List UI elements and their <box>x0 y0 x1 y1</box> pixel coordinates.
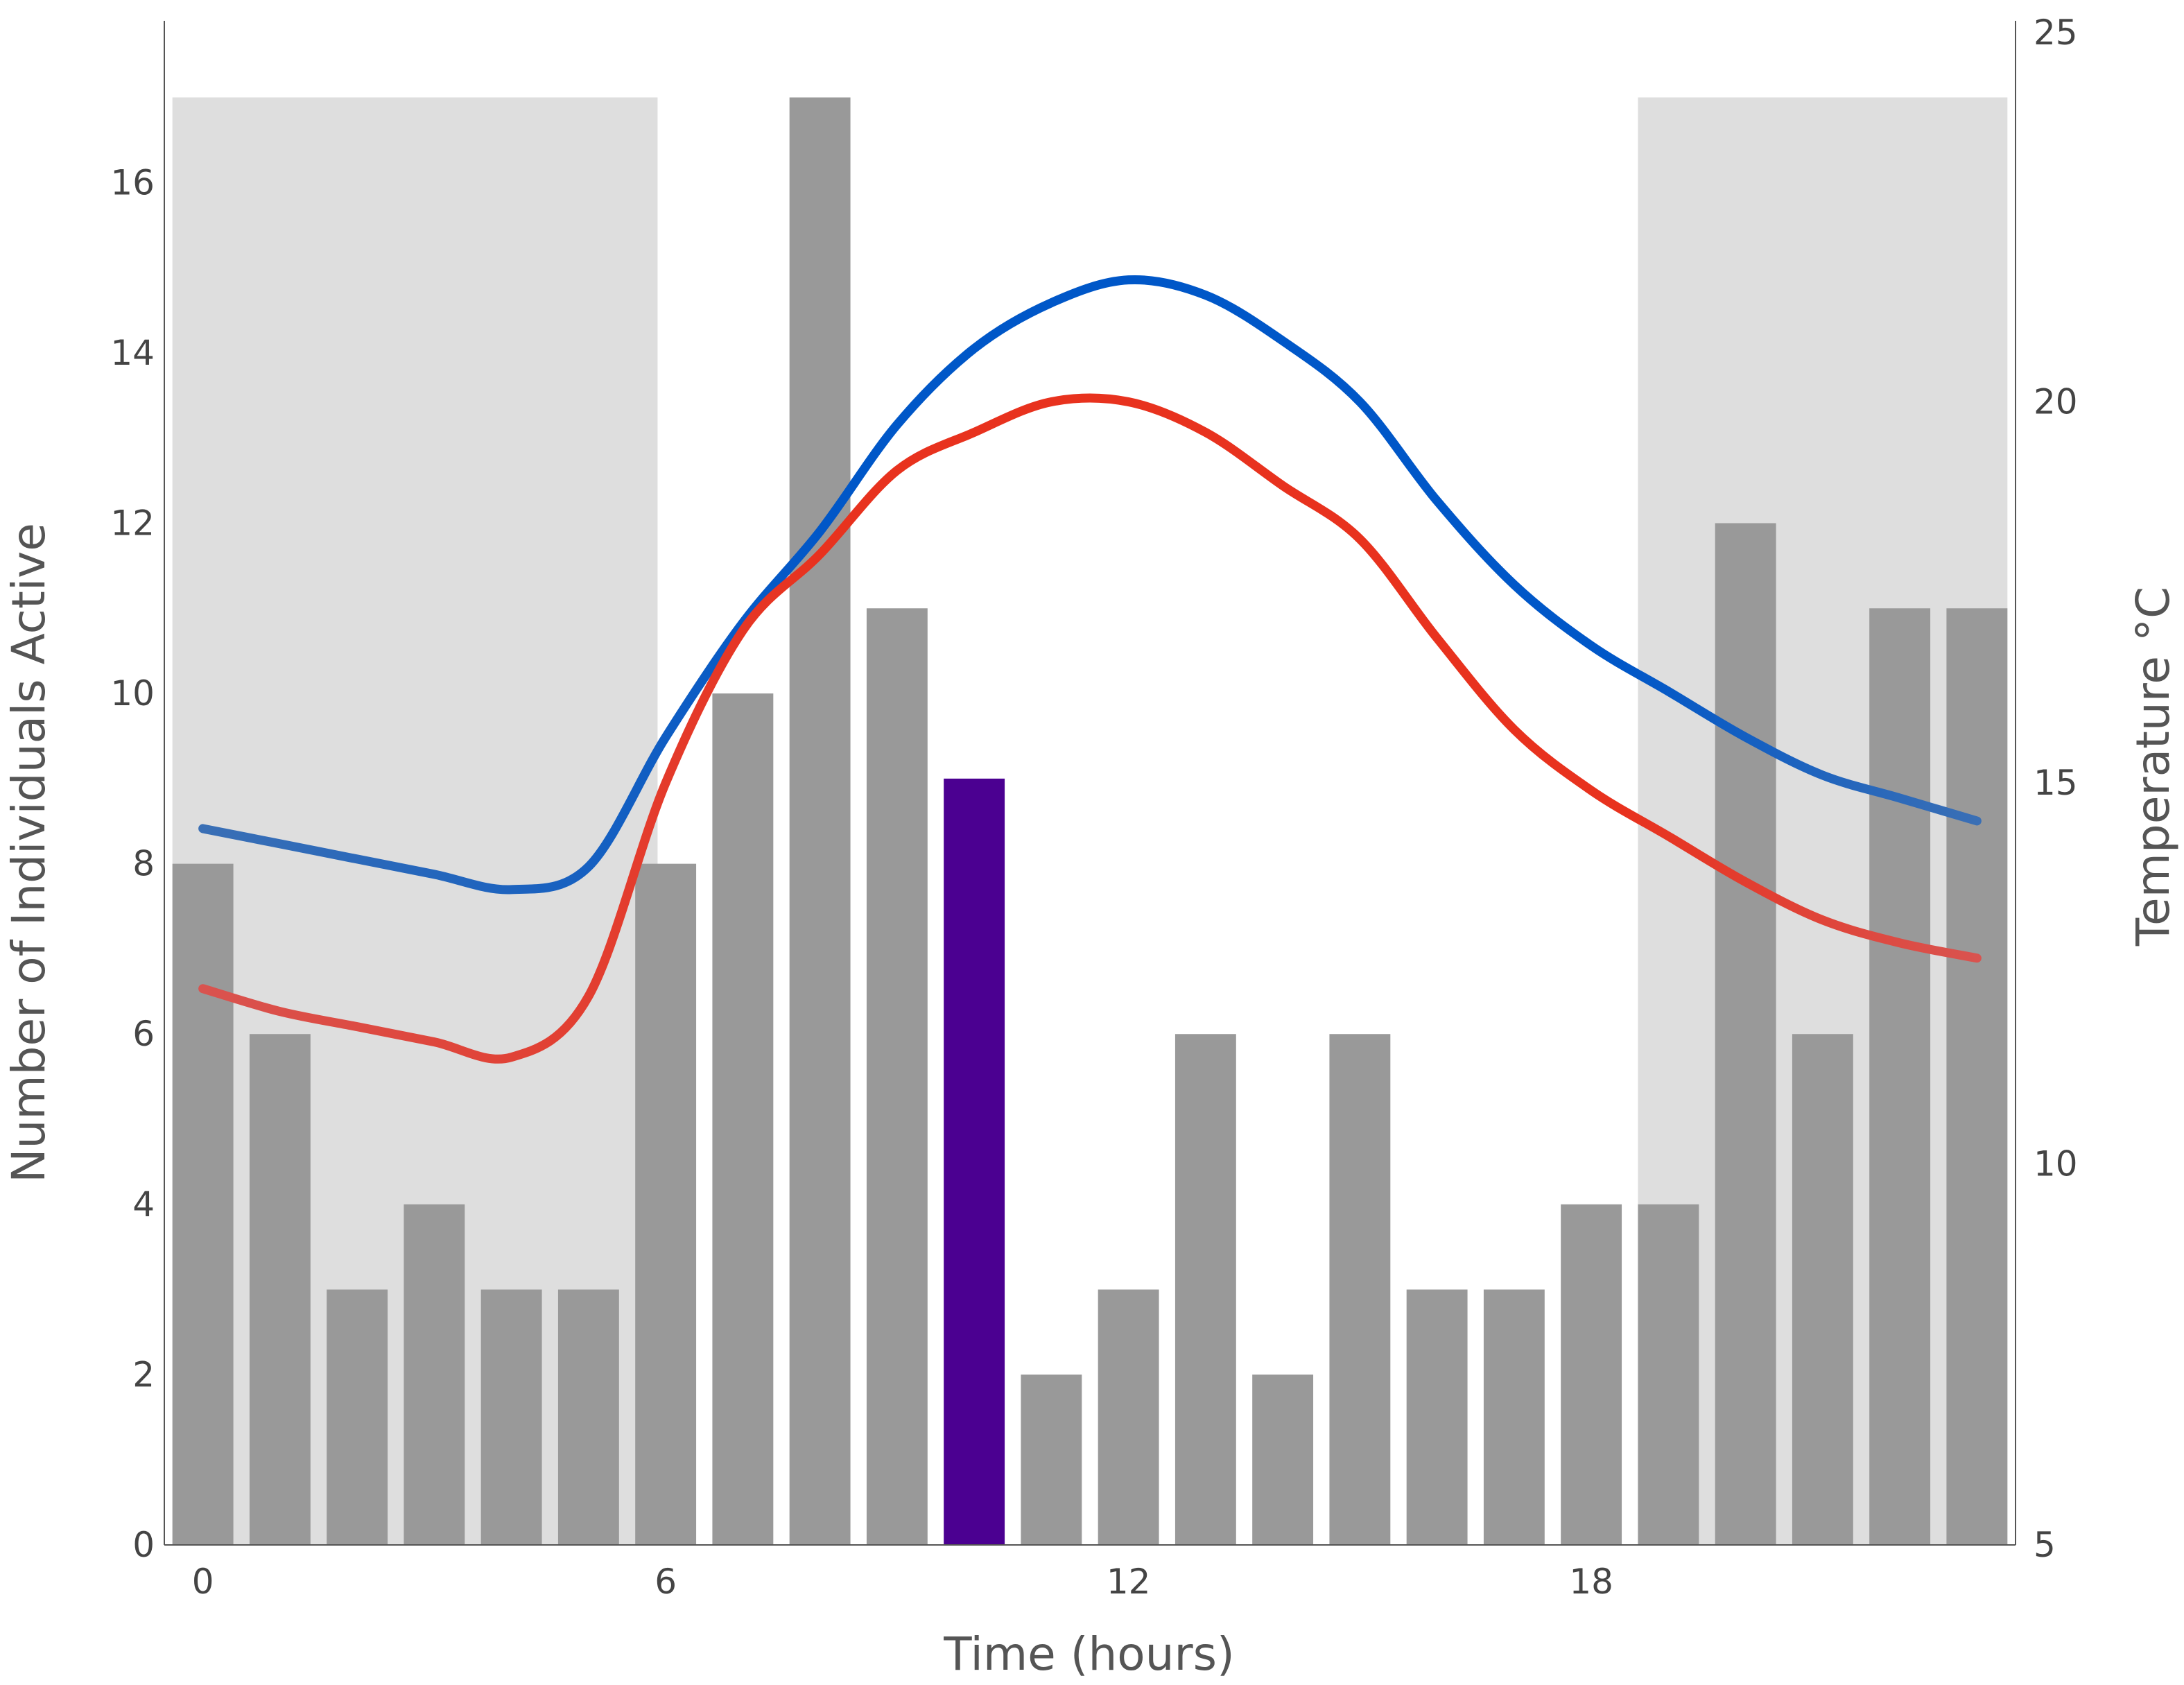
x-tick-label: 18 <box>1569 1562 1613 1602</box>
y-tick-label: 14 <box>110 333 155 373</box>
activity-bar <box>1483 1289 1545 1545</box>
activity-bar <box>404 1204 465 1545</box>
activity-bar <box>249 1034 311 1545</box>
y2-axis-title: Temperature °C <box>2126 587 2180 947</box>
temperature-lines <box>198 275 1982 1064</box>
y-tick-label: 10 <box>110 673 155 714</box>
activity-bar <box>1098 1289 1159 1545</box>
axes <box>164 21 2016 1546</box>
activity-bar <box>327 1289 388 1545</box>
activity-bar <box>1715 523 1776 1545</box>
activity-bar <box>480 1289 542 1545</box>
y-tick-label: 12 <box>110 503 155 543</box>
tick-labels: 0 6 12 18 0 2 4 6 8 10 12 14 16 5 10 15 20 25 <box>110 12 2077 1602</box>
y-tick-label: 8 <box>132 844 155 884</box>
activity-bar <box>1946 608 2008 1546</box>
activity-bar <box>1329 1034 1391 1545</box>
y2-tick-label: 5 <box>2034 1525 2056 1565</box>
activity-bar <box>1561 1204 1622 1545</box>
temperature-line-1 <box>198 393 1982 1064</box>
y-tick-label: 6 <box>132 1014 155 1054</box>
activity-bar-highlighted <box>944 778 1005 1545</box>
activity-bar <box>789 97 851 1546</box>
x-axis-title: Time (hours) <box>943 1627 1235 1681</box>
activity-bar <box>635 863 697 1545</box>
y-tick-label: 4 <box>132 1184 155 1225</box>
y-tick-label: 0 <box>132 1525 155 1565</box>
y-tick-label: 16 <box>110 162 155 202</box>
y-tick-label: 2 <box>132 1354 155 1394</box>
temperature-line-0 <box>198 275 1982 895</box>
x-tick-label: 12 <box>1107 1562 1151 1602</box>
activity-bar <box>1175 1034 1236 1545</box>
activity-bar <box>1021 1374 1082 1545</box>
activity-bar <box>172 863 234 1545</box>
activity-bars <box>172 97 2008 1546</box>
y2-tick-label: 15 <box>2034 763 2078 803</box>
activity-bar <box>1638 1204 1699 1545</box>
activity-bar <box>557 1289 619 1545</box>
activity-bar <box>712 693 774 1545</box>
activity-bar <box>1792 1034 1853 1545</box>
activity-bar <box>866 608 928 1546</box>
y-axis-title: Number of Individuals Active <box>2 523 55 1183</box>
activity-bar <box>1869 608 1931 1546</box>
x-tick-label: 6 <box>655 1562 677 1602</box>
activity-bar <box>1406 1289 1468 1545</box>
y2-tick-label: 10 <box>2034 1144 2078 1184</box>
y2-tick-label: 25 <box>2034 12 2078 53</box>
x-tick-label: 0 <box>192 1562 214 1602</box>
y2-tick-label: 20 <box>2034 382 2078 422</box>
activity-bar <box>1252 1374 1314 1545</box>
